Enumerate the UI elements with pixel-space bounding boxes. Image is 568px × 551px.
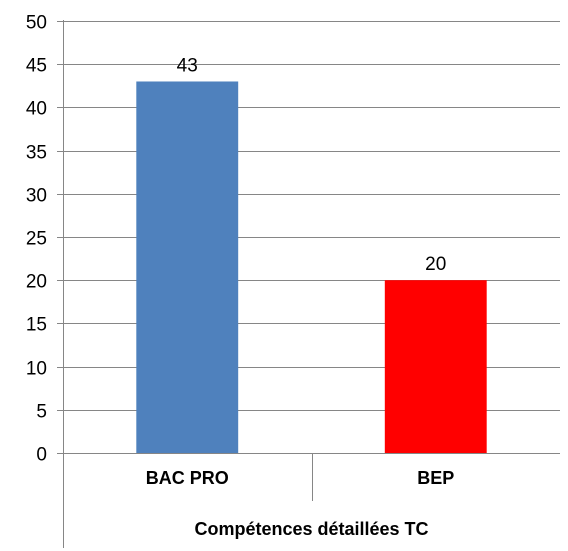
y-tick-label: 20 xyxy=(26,272,47,293)
y-tick-label: 0 xyxy=(36,445,47,466)
data-label: 43 xyxy=(177,55,198,76)
y-tick-label: 40 xyxy=(26,99,47,120)
y-tick-label: 30 xyxy=(26,186,47,207)
x-axis: BAC PRO BEP xyxy=(57,453,560,501)
data-label: 20 xyxy=(425,254,446,275)
y-tick-label: 15 xyxy=(26,315,47,336)
y-tick-label: 10 xyxy=(26,359,47,380)
bar-bep xyxy=(384,280,487,453)
y-tick-label: 5 xyxy=(36,402,47,423)
category-label: BEP xyxy=(417,468,454,488)
bars: 43 20 xyxy=(136,55,487,453)
bar-bac-pro xyxy=(136,81,239,453)
y-axis: 0 5 10 15 20 25 30 35 40 45 50 xyxy=(26,13,64,548)
y-tick-label: 35 xyxy=(26,143,47,164)
y-tick-label: 45 xyxy=(26,56,47,77)
y-tick-label: 50 xyxy=(26,13,47,34)
y-tick-label: 25 xyxy=(26,229,47,250)
category-label: BAC PRO xyxy=(146,468,229,488)
x-axis-title: Compétences détaillées TC xyxy=(194,519,428,539)
